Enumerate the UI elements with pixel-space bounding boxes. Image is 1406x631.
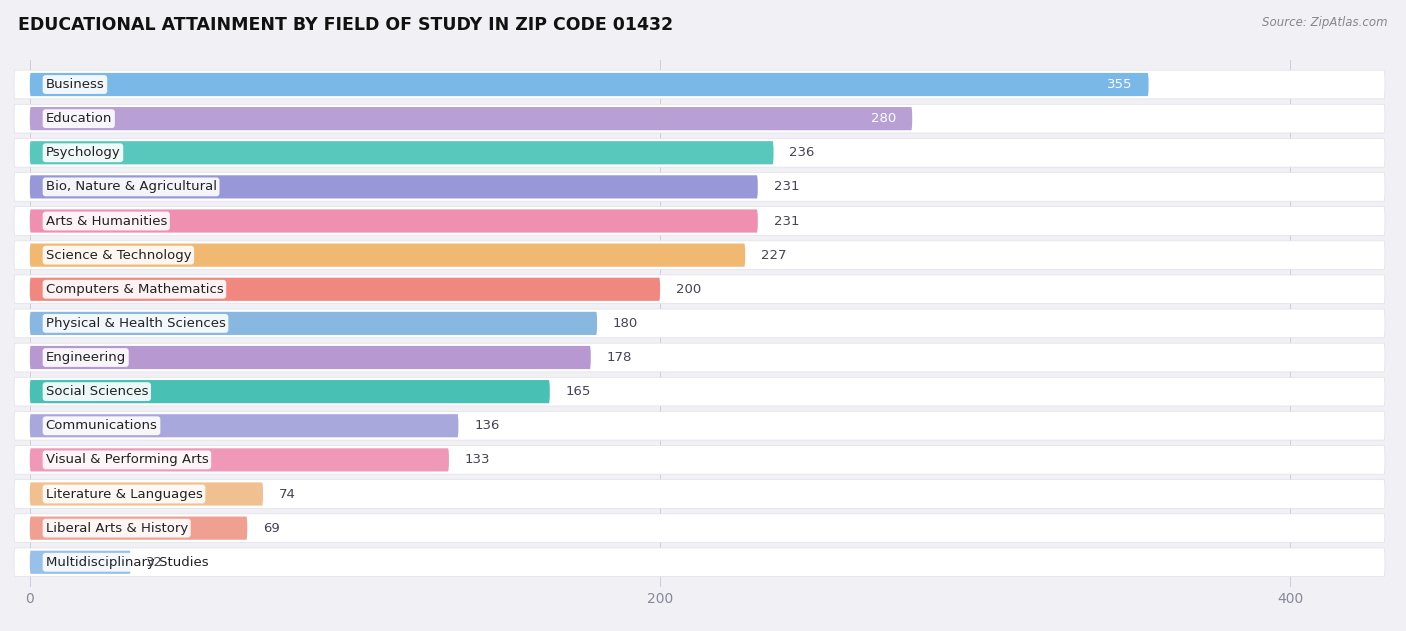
FancyBboxPatch shape [30,107,912,130]
FancyBboxPatch shape [30,175,758,199]
Text: 231: 231 [773,215,799,228]
FancyBboxPatch shape [14,309,1385,338]
Text: Physical & Health Sciences: Physical & Health Sciences [45,317,225,330]
FancyBboxPatch shape [30,517,247,540]
FancyBboxPatch shape [30,346,591,369]
Text: Social Sciences: Social Sciences [45,385,148,398]
Text: 231: 231 [773,180,799,193]
FancyBboxPatch shape [30,244,745,267]
FancyBboxPatch shape [14,70,1385,99]
FancyBboxPatch shape [14,445,1385,475]
FancyBboxPatch shape [14,377,1385,406]
FancyBboxPatch shape [30,448,449,471]
Text: Communications: Communications [45,419,157,432]
FancyBboxPatch shape [14,548,1385,577]
FancyBboxPatch shape [30,278,659,301]
FancyBboxPatch shape [14,514,1385,543]
Text: 136: 136 [474,419,499,432]
FancyBboxPatch shape [30,551,131,574]
Text: 32: 32 [146,556,163,569]
FancyBboxPatch shape [30,380,550,403]
Text: 200: 200 [676,283,702,296]
Text: Computers & Mathematics: Computers & Mathematics [45,283,224,296]
Text: 280: 280 [872,112,897,125]
FancyBboxPatch shape [14,241,1385,269]
FancyBboxPatch shape [30,414,458,437]
Text: Arts & Humanities: Arts & Humanities [45,215,167,228]
Text: 165: 165 [565,385,591,398]
Text: 227: 227 [761,249,786,262]
FancyBboxPatch shape [14,480,1385,509]
Text: Liberal Arts & History: Liberal Arts & History [45,522,188,534]
Text: Education: Education [45,112,112,125]
FancyBboxPatch shape [14,172,1385,201]
Text: 133: 133 [465,454,491,466]
Text: 69: 69 [263,522,280,534]
Text: Visual & Performing Arts: Visual & Performing Arts [45,454,208,466]
Text: 178: 178 [606,351,631,364]
FancyBboxPatch shape [14,275,1385,304]
Text: Literature & Languages: Literature & Languages [45,488,202,500]
FancyBboxPatch shape [14,343,1385,372]
Text: Source: ZipAtlas.com: Source: ZipAtlas.com [1263,16,1388,29]
FancyBboxPatch shape [30,73,1149,96]
FancyBboxPatch shape [14,104,1385,133]
Text: Business: Business [45,78,104,91]
Text: Psychology: Psychology [45,146,121,159]
Text: 180: 180 [613,317,638,330]
Text: 236: 236 [789,146,814,159]
FancyBboxPatch shape [14,207,1385,235]
Text: EDUCATIONAL ATTAINMENT BY FIELD OF STUDY IN ZIP CODE 01432: EDUCATIONAL ATTAINMENT BY FIELD OF STUDY… [18,16,673,34]
Text: Science & Technology: Science & Technology [45,249,191,262]
FancyBboxPatch shape [14,138,1385,167]
Text: 355: 355 [1108,78,1133,91]
Text: Engineering: Engineering [45,351,125,364]
Text: Multidisciplinary Studies: Multidisciplinary Studies [45,556,208,569]
FancyBboxPatch shape [30,312,598,335]
FancyBboxPatch shape [14,411,1385,440]
FancyBboxPatch shape [30,483,263,505]
FancyBboxPatch shape [30,141,773,164]
Text: Bio, Nature & Agricultural: Bio, Nature & Agricultural [45,180,217,193]
FancyBboxPatch shape [30,209,758,233]
Text: 74: 74 [278,488,295,500]
